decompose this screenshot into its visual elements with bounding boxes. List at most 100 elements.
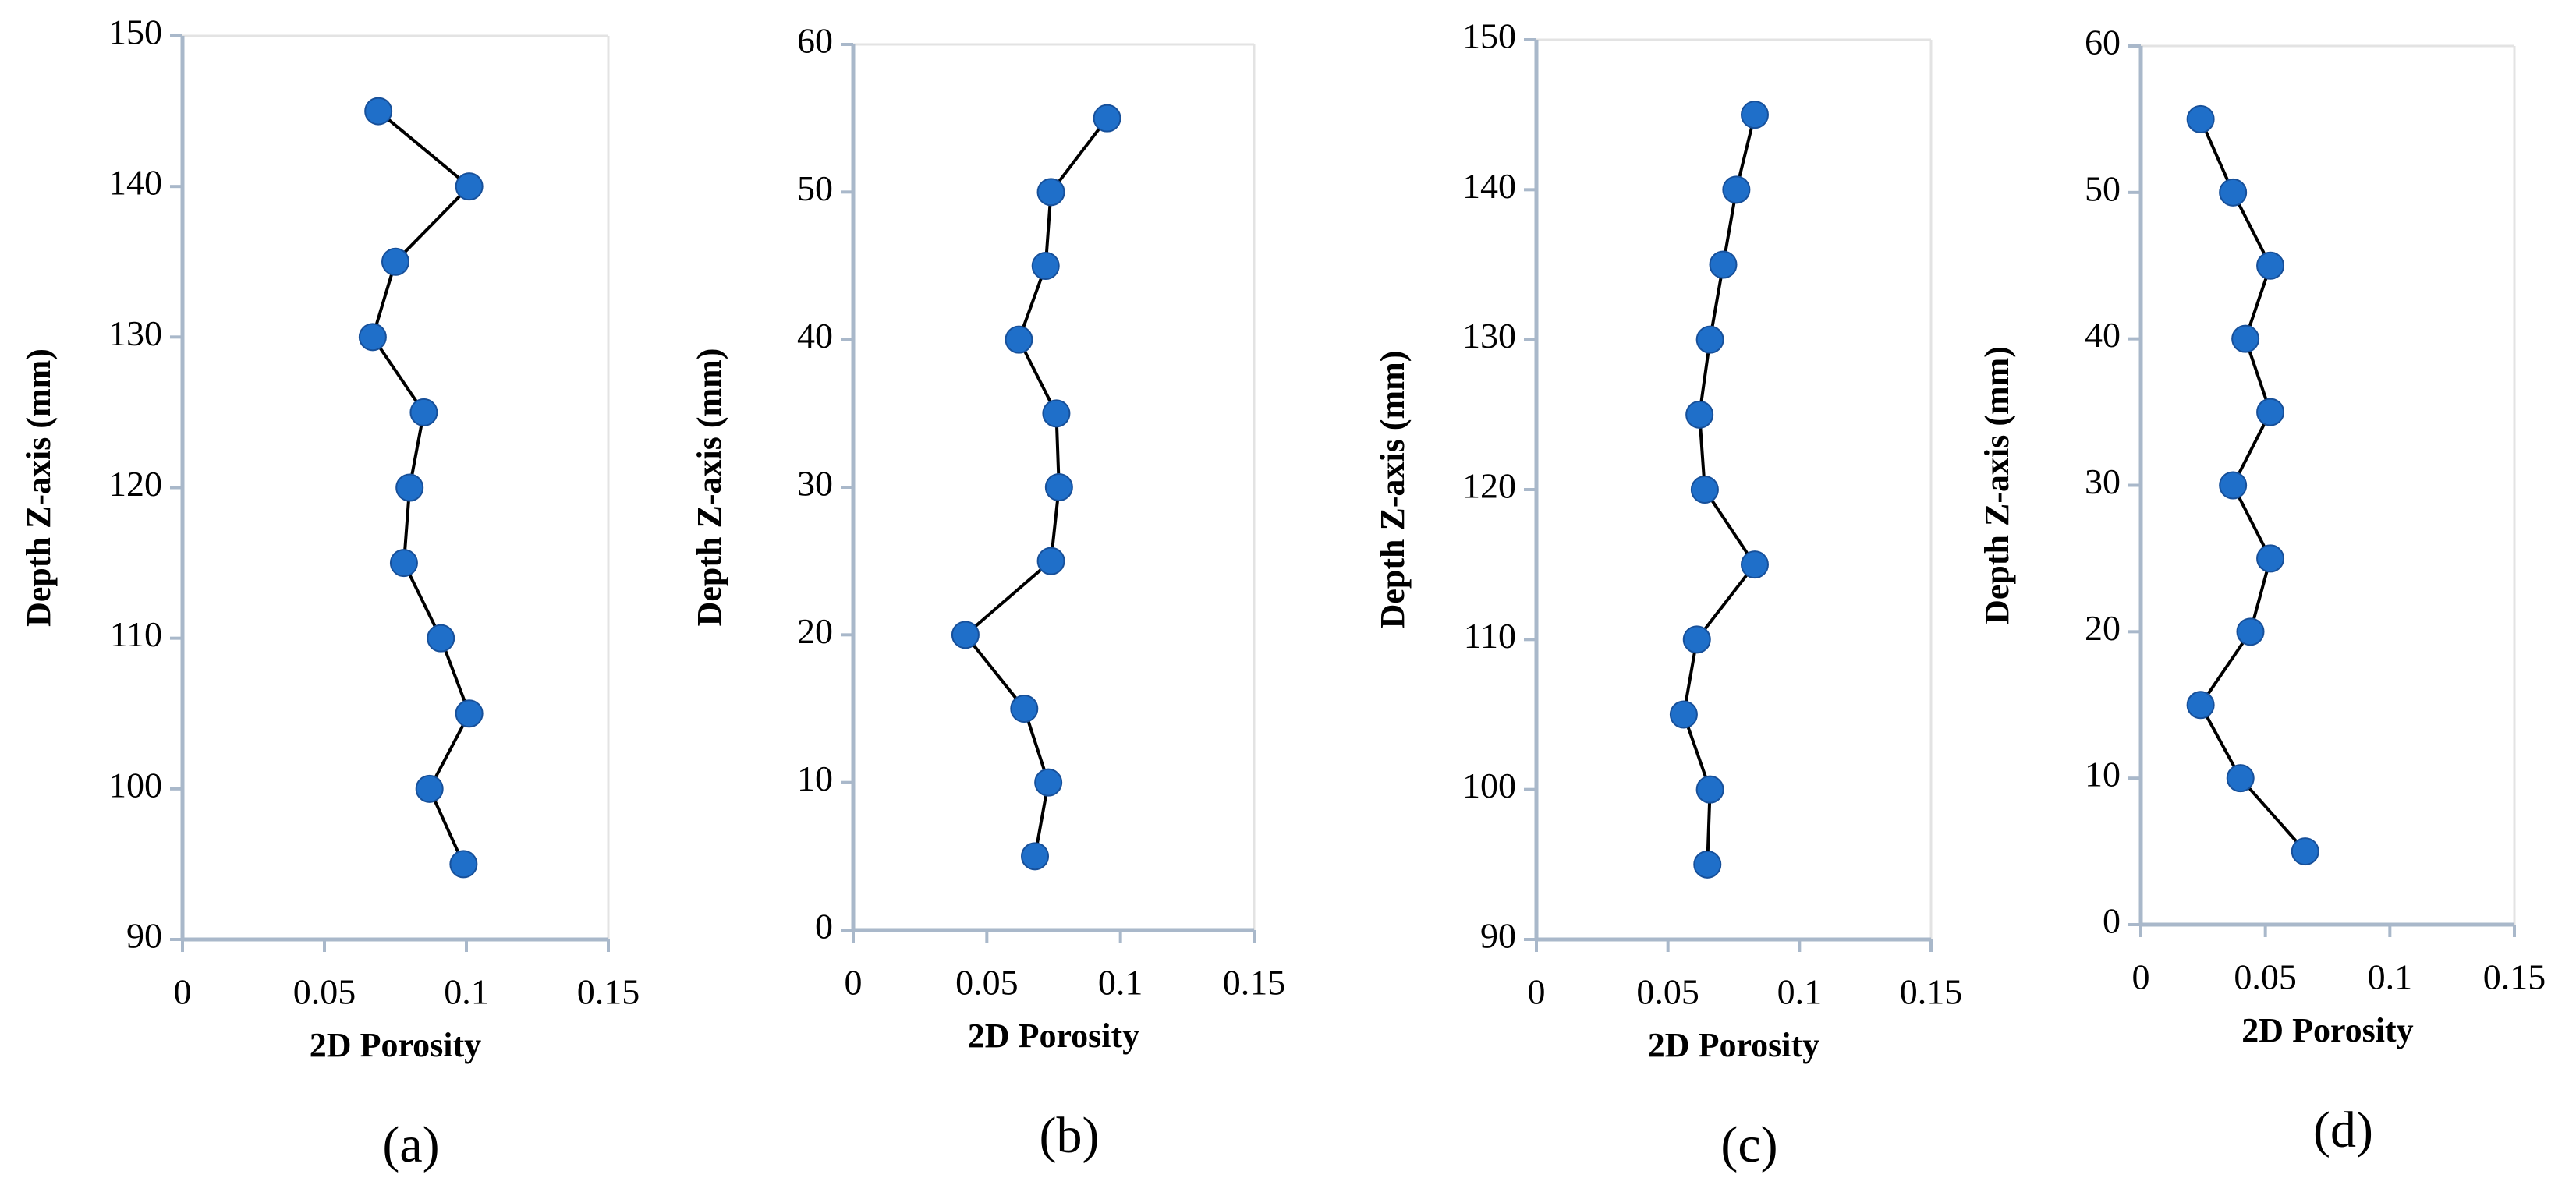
- data-point: [1005, 325, 1033, 354]
- data-point: [1044, 473, 1073, 501]
- y-tick-label: 50: [797, 168, 833, 208]
- panel-label: (b): [1040, 1107, 1100, 1164]
- y-tick-label: 90: [1480, 916, 1516, 956]
- y-tick-label: 0: [2103, 901, 2121, 941]
- y-axis-title: Depth Z-axis (mm): [19, 348, 58, 627]
- y-tick-label: 110: [110, 614, 162, 654]
- x-tick-label: 0: [1528, 972, 1546, 1012]
- data-point: [1693, 850, 1722, 879]
- data-point: [2219, 178, 2248, 207]
- data-point: [2186, 691, 2215, 720]
- y-tick-label: 20: [2085, 608, 2121, 648]
- data-point: [358, 323, 387, 352]
- data-point: [2226, 764, 2255, 793]
- data-point: [1740, 101, 1769, 129]
- data-point: [1722, 175, 1751, 204]
- data-point: [1034, 768, 1063, 797]
- x-tick-label: 0.05: [955, 963, 1019, 1003]
- x-tick-label: 0.05: [1636, 972, 1699, 1012]
- y-tick-label: 140: [1462, 166, 1516, 206]
- data-point: [1042, 399, 1071, 428]
- x-tick-label: 0.1: [1777, 972, 1823, 1012]
- data-point: [395, 473, 424, 502]
- y-tick-label: 130: [108, 313, 162, 353]
- data-point: [2219, 471, 2248, 500]
- y-tick-label: 60: [2085, 23, 2121, 62]
- y-tick-label: 0: [815, 907, 833, 946]
- x-axis-title: 2D Porosity: [2241, 1011, 2413, 1049]
- y-tick-label: 90: [126, 916, 162, 956]
- data-point: [1036, 178, 1065, 207]
- data-point: [2256, 544, 2285, 573]
- data-point: [455, 699, 484, 728]
- data-point: [449, 850, 478, 879]
- y-tick-label: 40: [797, 316, 833, 356]
- data-point: [415, 774, 444, 803]
- data-point: [409, 398, 438, 426]
- y-axis-title: Depth Z-axis (mm): [1373, 351, 1412, 629]
- x-tick-label: 0: [2132, 957, 2150, 997]
- y-tick-label: 20: [797, 611, 833, 651]
- x-tick-label: 0.1: [1098, 963, 1143, 1003]
- y-tick-label: 130: [1462, 316, 1516, 356]
- x-tick-label: 0.15: [1900, 972, 1963, 1012]
- data-point: [1021, 842, 1050, 871]
- y-tick-label: 150: [1462, 16, 1516, 56]
- x-tick-label: 0.15: [2483, 957, 2546, 997]
- y-tick-label: 30: [2085, 462, 2121, 501]
- data-point: [1682, 625, 1711, 654]
- data-point: [2231, 324, 2260, 353]
- data-line: [963, 117, 1109, 857]
- data-point: [2256, 251, 2285, 280]
- data-point: [1036, 547, 1065, 575]
- data-point: [1695, 775, 1724, 804]
- y-tick-label: 100: [1462, 766, 1516, 805]
- data-point: [2186, 104, 2215, 133]
- y-axis-title: Depth Z-axis (mm): [1978, 346, 2016, 624]
- x-axis-title: 2D Porosity: [1648, 1026, 1819, 1064]
- data-point: [427, 624, 455, 653]
- y-tick-label: 140: [108, 163, 162, 203]
- y-tick-label: 10: [797, 759, 833, 798]
- y-tick-label: 100: [108, 765, 162, 805]
- panel-label: (a): [382, 1116, 439, 1173]
- y-tick-label: 50: [2085, 168, 2121, 208]
- x-tick-label: 0: [174, 972, 192, 1012]
- y-tick-label: 110: [1464, 616, 1516, 656]
- panel-label: (d): [2313, 1102, 2373, 1158]
- x-tick-label: 0.05: [2234, 957, 2297, 997]
- x-axis-title: 2D Porosity: [310, 1026, 481, 1064]
- data-point: [951, 621, 980, 649]
- data-point: [389, 549, 418, 578]
- data-point: [1093, 104, 1121, 133]
- x-tick-label: 0: [845, 963, 863, 1003]
- x-tick-label: 0.05: [293, 972, 356, 1012]
- data-point: [1010, 695, 1039, 723]
- x-tick-label: 0.1: [444, 972, 489, 1012]
- data-point: [2291, 837, 2319, 866]
- data-point: [381, 247, 409, 276]
- y-tick-label: 150: [108, 12, 162, 52]
- data-point: [1695, 325, 1724, 354]
- data-line: [2199, 118, 2307, 853]
- data-point: [1709, 250, 1738, 279]
- data-point: [2236, 617, 2265, 646]
- data-point: [1690, 476, 1719, 504]
- y-tick-label: 30: [797, 464, 833, 504]
- x-tick-label: 0.15: [1223, 963, 1286, 1003]
- data-point: [364, 97, 393, 126]
- data-point: [1740, 550, 1769, 579]
- y-tick-label: 40: [2085, 315, 2121, 355]
- y-tick-label: 10: [2085, 755, 2121, 794]
- data-point: [1685, 400, 1714, 429]
- y-tick-label: 60: [797, 21, 833, 61]
- x-tick-label: 0.15: [577, 972, 640, 1012]
- x-tick-label: 0.1: [2368, 957, 2413, 997]
- panel-label: (c): [1720, 1116, 1777, 1173]
- y-tick-label: 120: [1462, 466, 1516, 506]
- data-point: [1669, 700, 1698, 729]
- data-point: [455, 172, 484, 201]
- y-axis-title: Depth Z-axis (mm): [690, 348, 728, 627]
